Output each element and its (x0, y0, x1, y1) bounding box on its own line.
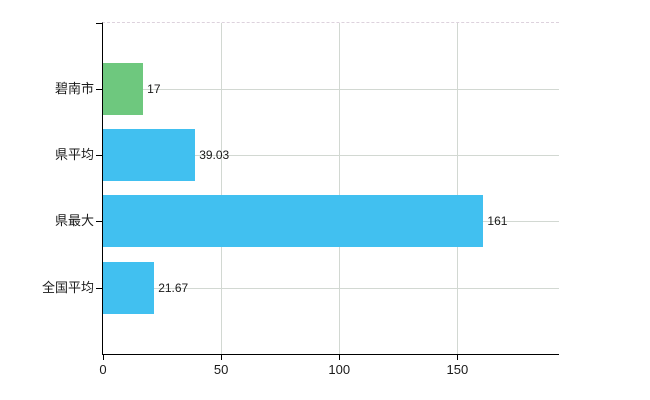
y-axis-tick (96, 154, 103, 156)
x-axis-tick (457, 354, 459, 360)
y-axis-tick (96, 88, 103, 90)
y-axis-tick (96, 287, 103, 289)
x-axis-tick (339, 354, 341, 360)
plot-area: 0 50 100 150 碧南市 17 県平均 39.03 県最大 161 全国平均 21.67 (42, 22, 559, 377)
x-axis-tick (221, 354, 223, 360)
category-label: 県最大 (54, 213, 94, 229)
bar (103, 128, 196, 181)
category-label: 県平均 (54, 146, 94, 162)
category-label: 碧南市 (54, 80, 94, 96)
x-gridline (339, 23, 341, 354)
bar (103, 261, 155, 314)
bar (103, 195, 484, 248)
bar-value-label: 39.03 (199, 147, 230, 162)
category-gridline (103, 88, 559, 90)
x-axis-tick-label: 50 (213, 362, 229, 377)
x-gridline (457, 23, 459, 354)
category-label: 全国平均 (41, 279, 94, 295)
bar-value-label: 21.67 (158, 280, 189, 295)
bar-value-label: 17 (147, 81, 161, 96)
x-gridline (221, 23, 223, 354)
bar-value-label: 161 (487, 214, 508, 229)
x-axis-tick-label: 150 (446, 362, 469, 377)
x-axis-tick (103, 354, 104, 360)
y-axis-tick (96, 221, 103, 223)
y-axis-top-tick (96, 23, 103, 24)
x-axis-tick-label: 0 (99, 362, 107, 377)
category-gridline (103, 154, 559, 156)
x-axis-tick-label: 100 (328, 362, 351, 377)
bar (103, 62, 144, 115)
category-gridline (103, 287, 559, 289)
